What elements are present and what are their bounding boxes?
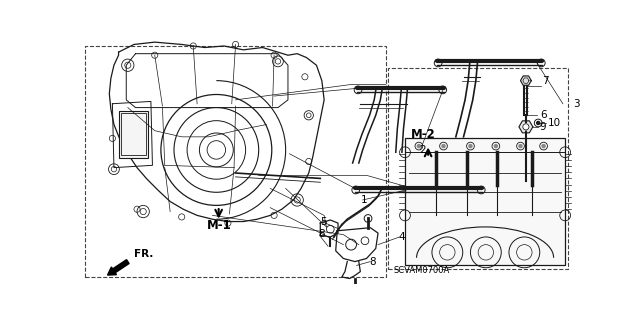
Circle shape — [494, 145, 497, 148]
Text: 3: 3 — [573, 99, 580, 109]
Bar — [388, 68, 568, 269]
Text: 2: 2 — [419, 145, 426, 155]
Circle shape — [469, 145, 472, 148]
Text: M-1: M-1 — [207, 219, 232, 232]
Bar — [118, 111, 148, 158]
Circle shape — [542, 145, 545, 148]
Bar — [405, 138, 565, 265]
Circle shape — [537, 122, 540, 124]
FancyArrow shape — [108, 260, 129, 275]
Text: 8: 8 — [318, 229, 324, 239]
Circle shape — [523, 124, 529, 130]
Text: 10: 10 — [547, 118, 561, 128]
Text: 7: 7 — [542, 76, 548, 85]
Polygon shape — [520, 76, 531, 85]
Bar — [86, 46, 386, 277]
Text: 5: 5 — [320, 217, 327, 226]
Text: 4: 4 — [398, 232, 404, 242]
Text: M-2: M-2 — [411, 128, 436, 141]
Circle shape — [519, 145, 522, 148]
Text: FR.: FR. — [134, 249, 154, 259]
Circle shape — [417, 145, 420, 148]
Circle shape — [442, 145, 445, 148]
Bar — [121, 113, 145, 154]
Text: 8: 8 — [369, 256, 376, 267]
Text: 9: 9 — [540, 122, 547, 132]
Polygon shape — [519, 121, 533, 133]
Text: SCVAM0700A: SCVAM0700A — [394, 266, 450, 275]
Text: 6: 6 — [541, 110, 547, 120]
Text: 1: 1 — [361, 195, 368, 205]
